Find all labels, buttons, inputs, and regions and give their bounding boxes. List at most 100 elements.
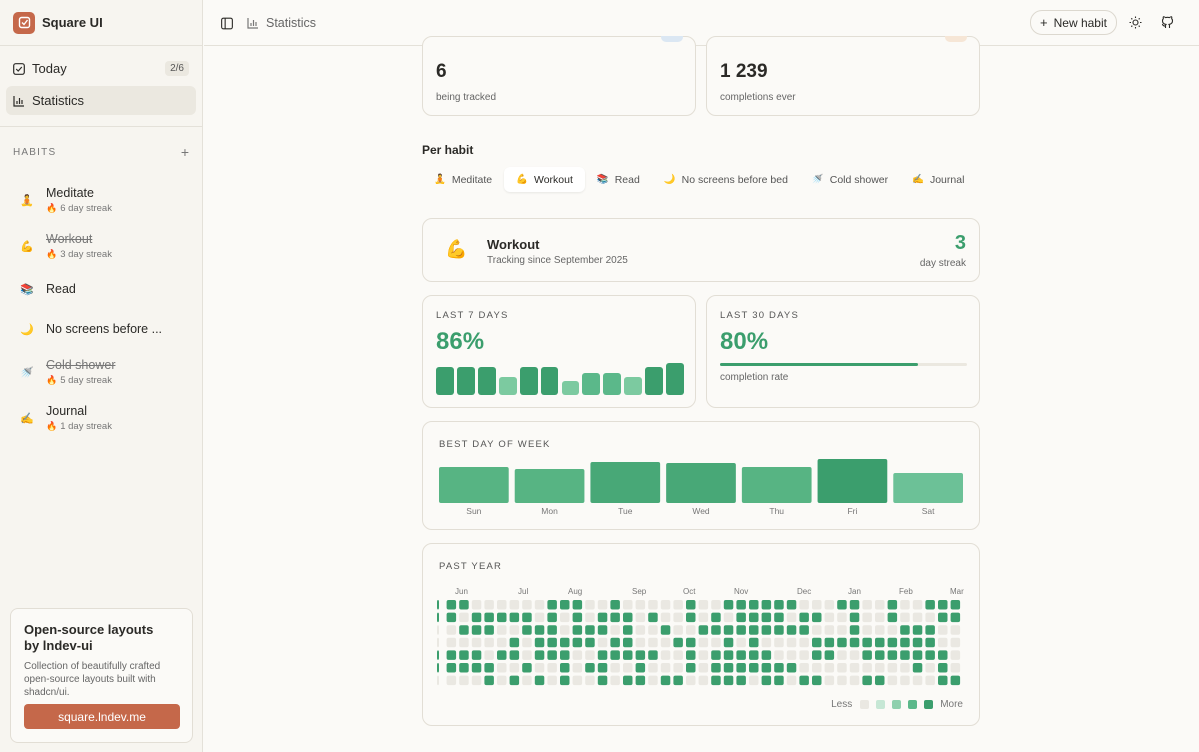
habit-item[interactable]: 📚 Read <box>0 269 202 309</box>
sidebar-toggle-icon[interactable] <box>221 17 233 29</box>
heatmap-cell <box>484 675 494 686</box>
app-logo-icon <box>13 11 35 34</box>
habit-emoji-icon: ✍️ <box>20 412 34 425</box>
add-habit-icon[interactable]: + <box>180 144 189 160</box>
heatmap-month-label: Sep <box>632 587 647 596</box>
heatmap-cell <box>686 637 696 648</box>
heatmap-cell <box>749 675 759 686</box>
legend-swatch <box>876 700 886 709</box>
last-7-bar <box>666 363 684 395</box>
heatmap-cell <box>660 625 671 635</box>
legend-swatch <box>860 700 870 709</box>
heatmap-cell <box>875 612 885 623</box>
heatmap-cell <box>950 675 961 686</box>
heatmap-cell <box>812 650 822 660</box>
heatmap-cell <box>459 650 469 660</box>
heatmap-cell <box>459 663 469 673</box>
legend-swatch <box>924 700 934 709</box>
heatmap-cell <box>824 600 835 610</box>
heatmap-cell <box>597 663 608 673</box>
heatmap-cell <box>698 663 709 673</box>
habit-item[interactable]: ✍️ Journal 🔥 1 day streak <box>0 395 202 441</box>
new-habit-button[interactable]: + New habit <box>1030 10 1117 35</box>
tab-habit[interactable]: ✍️ Journal <box>900 167 976 192</box>
last-7-bar <box>603 373 622 395</box>
heatmap-cell <box>786 637 797 648</box>
habit-detail-name: Workout <box>487 237 540 252</box>
heatmap-cell <box>547 675 557 686</box>
heatmap-cell <box>749 637 759 648</box>
heatmap-cell <box>522 650 532 660</box>
heatmap-cell <box>938 612 948 623</box>
tab-habit[interactable]: 📚 Read <box>585 167 652 192</box>
habit-item[interactable]: 🚿 Cold shower 🔥 5 day streak <box>0 349 202 395</box>
heatmap-cell <box>812 637 822 648</box>
heatmap-cell <box>497 600 507 610</box>
heatmap-cell <box>849 675 860 686</box>
heatmap-cell <box>887 612 898 623</box>
heatmap-cell <box>437 600 439 610</box>
heatmap-cell <box>648 600 658 610</box>
habits-header: HABITS + <box>0 127 202 177</box>
tab-label: Read <box>614 173 640 186</box>
heatmap-cell <box>585 625 595 635</box>
best-day-tick-label: Wed <box>692 506 710 516</box>
heatmap-cell <box>786 650 797 660</box>
last-30-label: LAST 30 DAYS <box>720 310 799 321</box>
habit-detail-emoji: 💪 <box>445 239 468 259</box>
habit-streak: 🔥 1 day streak <box>46 421 112 432</box>
heatmap-cell <box>912 600 923 610</box>
heatmap-cell <box>799 650 809 660</box>
heatmap-month-label: Jul <box>518 587 528 596</box>
completions-card: 1 239 completions ever <box>706 36 980 116</box>
heatmap-cell <box>912 637 923 648</box>
nav-today-label: Today <box>32 61 67 76</box>
github-icon[interactable] <box>1161 16 1174 29</box>
tab-habit[interactable]: 🚿 Cold shower <box>800 167 900 192</box>
legend-swatch <box>908 700 918 709</box>
heatmap-cell <box>698 637 709 648</box>
brand[interactable]: Square UI <box>0 0 202 46</box>
heatmap-cell <box>887 600 898 610</box>
heatmap-cell <box>484 612 494 623</box>
last-7-bar <box>456 367 475 395</box>
last-7-bars <box>436 363 684 395</box>
flame-icon: 🔥 <box>46 203 58 213</box>
heatmap-cell <box>749 600 759 610</box>
tab-habit[interactable]: 🧘 Meditate <box>422 167 504 192</box>
heatmap-cell <box>723 637 734 648</box>
heatmap-cell <box>900 675 910 686</box>
heatmap-cell <box>471 625 482 635</box>
habit-item[interactable]: 🧘 Meditate 🔥 6 day streak <box>0 177 202 223</box>
tab-habit[interactable]: 🌙 No screens before bed <box>652 167 800 192</box>
plus-icon: + <box>1040 15 1048 30</box>
habit-tabs: 🧘 Meditate 💪 Workout 📚 Read 🌙 No screens before… <box>422 167 976 192</box>
heatmap-cell <box>497 650 507 660</box>
heatmap-cell <box>572 637 583 648</box>
habit-emoji-icon: 🌙 <box>20 323 34 336</box>
last-7-bar <box>624 377 643 395</box>
heatmap-cell <box>761 612 772 623</box>
habit-streak-text: 3 day streak <box>60 249 112 260</box>
nav-statistics[interactable]: Statistics <box>6 86 196 115</box>
heatmap-cell <box>950 663 961 673</box>
heatmap-cell <box>437 612 439 623</box>
heatmap-cell <box>648 663 658 673</box>
promo-link-button[interactable]: square.lndev.me <box>24 704 180 729</box>
breadcrumb: Statistics <box>247 16 316 30</box>
heatmap-cell <box>938 650 948 660</box>
nav-today[interactable]: Today 2/6 <box>6 54 196 83</box>
main-nav: Today 2/6 Statistics <box>0 46 202 127</box>
heatmap-month-label: Dec <box>797 587 811 596</box>
habit-item[interactable]: 💪 Workout 🔥 3 day streak <box>0 223 202 269</box>
habit-item[interactable]: 🌙 No screens before ... <box>0 309 202 349</box>
heatmap-cell <box>812 612 822 623</box>
heatmap-cell <box>648 675 658 686</box>
heatmap-cell <box>686 650 696 660</box>
tab-habit[interactable]: 💪 Workout <box>504 167 585 192</box>
heatmap-cell <box>446 675 457 686</box>
heatmap-cell <box>484 637 494 648</box>
sun-icon[interactable] <box>1129 16 1142 29</box>
heatmap-cell <box>459 600 469 610</box>
habit-detail-since: Tracking since September 2025 <box>487 255 628 266</box>
